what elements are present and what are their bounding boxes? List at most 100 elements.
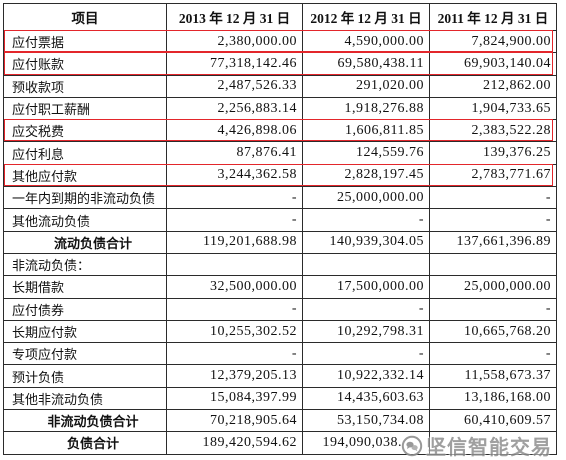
column-header-2013: 2013 年 12 月 31 日	[167, 4, 303, 30]
value-2011: 10,665,768.20	[430, 320, 557, 343]
row-special-payables: 专项应付款 - - -	[3, 343, 557, 366]
value-2013: 87,876.41	[167, 142, 303, 164]
value-2012: 14,435,603.63	[303, 387, 430, 410]
row-label: 一年内到期的非流动负债	[3, 187, 167, 209]
row-label: 其他流动负债	[3, 209, 167, 231]
value-2013: -	[167, 298, 303, 320]
row-bonds-payable: 应付债券 - - -	[3, 298, 557, 321]
value-2013: -	[167, 343, 303, 365]
value-2011: 60,410,609.57	[430, 410, 557, 432]
column-header-2011: 2011 年 12 月 31 日	[430, 4, 557, 30]
value-2013: 12,379,205.13	[167, 365, 303, 387]
value-2013: 15,084,397.99	[167, 387, 303, 410]
value-2012: 291,020.00	[303, 75, 430, 97]
column-header-2012: 2012 年 12 月 31 日	[303, 4, 430, 30]
row-non-current-liabilities-due-within-one-year: 一年内到期的非流动负债 - 25,000,000.00 -	[3, 187, 557, 210]
value-2011: 25,000,000.00	[430, 276, 557, 298]
value-2012: -	[303, 209, 430, 231]
value-2011: 2,783,771.67	[430, 164, 557, 187]
value-2013: 10,255,302.52	[167, 320, 303, 343]
value-2013: 77,318,142.46	[167, 53, 303, 75]
row-label: 应交税费	[3, 120, 167, 142]
value-2011: -	[430, 298, 557, 320]
row-label: 流动负债合计	[3, 231, 167, 253]
value-2012: 25,000,000.00	[303, 187, 430, 209]
row-other-payables: 其他应付款 3,244,362.58 2,828,197.45 2,783,77…	[3, 163, 557, 188]
value-2012	[303, 253, 430, 276]
row-advances-from-customers: 预收款项 2,487,526.33 291,020.00 212,862.00	[3, 75, 557, 98]
value-2013: 2,487,526.33	[167, 75, 303, 97]
liabilities-table: 项目 2013 年 12 月 31 日 2012 年 12 月 31 日 201…	[3, 3, 557, 455]
table-header: 项目 2013 年 12 月 31 日 2012 年 12 月 31 日 201…	[3, 3, 557, 31]
value-2011: 2,383,522.28	[430, 120, 557, 142]
value-2012: 2,828,197.45	[303, 164, 430, 187]
value-2012: 4,590,000.00	[303, 31, 430, 53]
row-label: 预收款项	[3, 75, 167, 97]
value-2013	[167, 253, 303, 276]
row-notes-payable: 应付票据 2,380,000.00 4,590,000.00 7,824,900…	[3, 30, 557, 54]
value-2013: 70,218,905.64	[167, 410, 303, 432]
row-label: 负债合计	[3, 432, 167, 454]
value-2013: 189,420,594.62	[167, 432, 303, 454]
value-2013: 32,500,000.00	[167, 276, 303, 298]
row-other-non-current-liabilities: 其他非流动负债 15,084,397.99 14,435,603.63 13,1…	[3, 387, 557, 411]
row-label: 其他应付款	[3, 164, 167, 187]
value-2012: 10,292,798.31	[303, 320, 430, 343]
watermark-text: 坚信智能交易	[426, 435, 552, 459]
value-2011: 13,186,168.00	[430, 387, 557, 410]
value-2013: -	[167, 187, 303, 209]
value-2012: 69,580,438.11	[303, 53, 430, 75]
value-2011: 11,558,673.37	[430, 365, 557, 387]
value-2012: 17,500,000.00	[303, 276, 430, 298]
value-2012: 1,918,276.88	[303, 97, 430, 120]
row-label: 非流动负债合计	[3, 410, 167, 432]
column-header-item: 项目	[3, 4, 167, 30]
value-2011	[430, 253, 557, 276]
row-label: 长期借款	[3, 276, 167, 298]
row-label: 非流动负债：	[3, 253, 167, 276]
value-2013: -	[167, 209, 303, 231]
row-label: 应付利息	[3, 142, 167, 164]
row-accounts-payable: 应付账款 77,318,142.46 69,580,438.11 69,903,…	[3, 52, 557, 76]
value-2011: 137,661,396.89	[430, 231, 557, 253]
value-2012: -	[303, 298, 430, 320]
value-2011: 212,862.00	[430, 75, 557, 97]
value-2011: 7,824,900.00	[430, 31, 557, 53]
value-2012: 194,090,038.	[303, 432, 430, 454]
value-2013: 2,380,000.00	[167, 31, 303, 53]
value-2012: 53,150,734.08	[303, 410, 430, 432]
value-2013: 2,256,883.14	[167, 97, 303, 120]
value-2011: -	[430, 343, 557, 365]
row-other-current-liabilities: 其他流动负债 - - -	[3, 209, 557, 232]
value-2013: 3,244,362.58	[167, 164, 303, 187]
row-label: 应付职工薪酬	[3, 97, 167, 120]
row-non-current-liabilities-heading: 非流动负债：	[3, 253, 557, 277]
value-2012: 140,939,304.05	[303, 231, 430, 253]
row-taxes-payable: 应交税费 4,426,898.06 1,606,811.85 2,383,522…	[3, 119, 557, 143]
row-label: 预计负债	[3, 365, 167, 387]
value-2011: 69,903,140.04	[430, 53, 557, 75]
value-2011: 1,904,733.65	[430, 97, 557, 120]
row-total-liabilities: 负债合计 189,420,594.62 194,090,038.	[3, 432, 557, 455]
value-2012: -	[303, 343, 430, 365]
value-2011: -	[430, 209, 557, 231]
value-2011: -	[430, 187, 557, 209]
row-long-term-loans: 长期借款 32,500,000.00 17,500,000.00 25,000,…	[3, 276, 557, 299]
value-2013: 119,201,688.98	[167, 231, 303, 253]
row-label: 其他非流动负债	[3, 387, 167, 410]
row-label: 应付账款	[3, 53, 167, 75]
row-label: 应付票据	[3, 31, 167, 53]
row-label: 专项应付款	[3, 343, 167, 365]
value-2012: 1,606,811.85	[303, 120, 430, 142]
value-2012: 10,922,332.14	[303, 365, 430, 387]
row-label: 长期应付款	[3, 320, 167, 343]
value-2012: 124,559.76	[303, 142, 430, 164]
watermark-logo-icon	[401, 435, 423, 457]
value-2011: 139,376.25	[430, 142, 557, 164]
value-2011	[430, 432, 557, 454]
row-total-non-current-liabilities: 非流动负债合计 70,218,905.64 53,150,734.08 60,4…	[3, 410, 557, 433]
value-2013: 4,426,898.06	[167, 120, 303, 142]
row-label: 应付债券	[3, 298, 167, 320]
row-long-term-payables: 长期应付款 10,255,302.52 10,292,798.31 10,665…	[3, 320, 557, 344]
row-total-current-liabilities: 流动负债合计 119,201,688.98 140,939,304.05 137…	[3, 231, 557, 254]
